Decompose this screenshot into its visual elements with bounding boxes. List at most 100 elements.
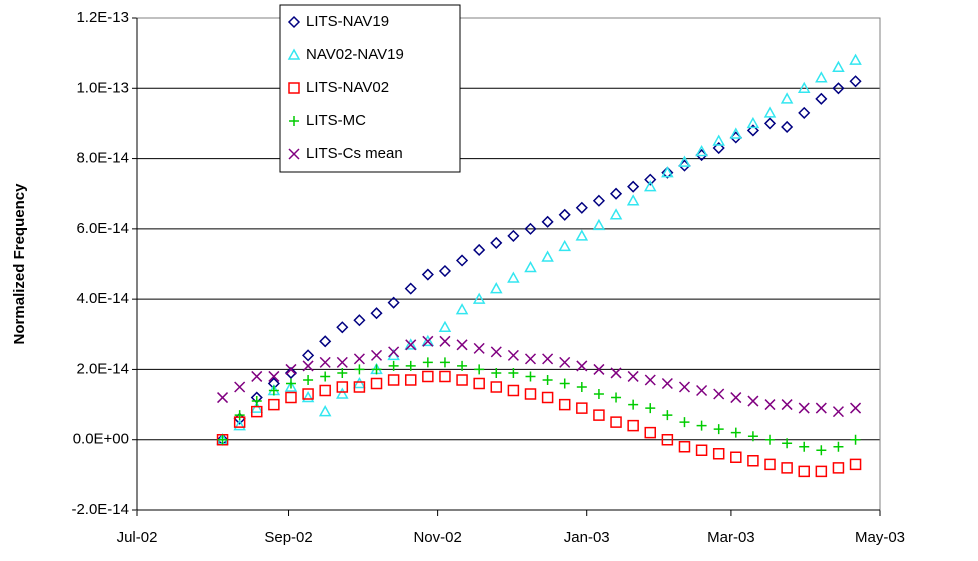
point xyxy=(336,381,349,393)
legend-marker xyxy=(289,116,299,126)
point xyxy=(541,250,554,262)
point xyxy=(558,239,571,252)
point xyxy=(404,282,417,295)
point xyxy=(712,448,725,460)
point xyxy=(490,381,503,393)
point xyxy=(524,353,537,365)
point xyxy=(746,124,759,137)
point xyxy=(456,374,468,386)
point xyxy=(388,360,399,371)
point xyxy=(405,339,417,351)
point xyxy=(524,260,537,273)
point xyxy=(438,320,452,333)
x-tick-label: Mar-03 xyxy=(707,529,755,546)
y-tick-label: -2.0E-14 xyxy=(71,501,129,518)
point xyxy=(816,445,827,456)
point xyxy=(781,399,793,411)
point xyxy=(609,187,623,200)
point xyxy=(438,264,452,278)
point xyxy=(798,402,810,414)
point xyxy=(490,282,503,294)
point xyxy=(455,303,469,315)
point xyxy=(575,229,589,241)
point xyxy=(713,424,724,435)
point xyxy=(439,357,450,368)
point xyxy=(473,243,486,257)
point xyxy=(541,391,554,404)
point xyxy=(251,396,262,407)
legend-label: NAV02-NAV19 xyxy=(306,46,404,63)
point xyxy=(781,462,793,474)
point xyxy=(678,440,691,453)
point xyxy=(233,416,246,428)
point xyxy=(474,364,485,375)
point xyxy=(507,229,520,242)
y-tick-label: 6.0E-14 xyxy=(76,220,129,237)
x-tick-label: Nov-02 xyxy=(413,529,461,546)
point xyxy=(799,441,810,452)
point xyxy=(268,370,280,382)
point xyxy=(850,434,861,445)
point xyxy=(473,342,485,354)
point xyxy=(320,371,331,382)
point xyxy=(525,371,536,382)
point xyxy=(491,367,502,378)
point xyxy=(404,338,418,350)
point xyxy=(849,75,862,88)
point xyxy=(850,402,862,414)
legend-marker xyxy=(288,82,300,94)
y-tick-label: 1.0E-13 xyxy=(76,79,129,96)
point xyxy=(370,349,383,361)
point xyxy=(644,374,656,386)
point xyxy=(507,384,520,397)
point xyxy=(610,367,622,379)
point xyxy=(695,444,708,457)
y-tick-label: 4.0E-14 xyxy=(76,290,129,307)
legend-marker xyxy=(287,48,301,60)
point xyxy=(661,166,674,178)
point xyxy=(678,381,691,393)
point xyxy=(849,458,862,471)
point xyxy=(815,92,828,105)
point xyxy=(234,410,245,421)
point xyxy=(609,208,623,220)
point xyxy=(456,254,469,267)
point xyxy=(626,194,640,206)
point xyxy=(797,81,811,94)
point xyxy=(696,420,707,431)
plot-frame xyxy=(136,17,881,511)
point xyxy=(490,346,502,358)
point xyxy=(370,307,383,320)
point xyxy=(457,360,468,371)
point xyxy=(439,335,451,347)
point xyxy=(780,92,794,104)
point xyxy=(832,462,845,474)
x-tick-label: Sep-02 xyxy=(264,529,312,546)
point xyxy=(507,349,519,361)
point xyxy=(712,134,725,146)
point xyxy=(302,388,314,400)
x-tick-label: Jul-02 xyxy=(117,529,158,546)
point xyxy=(319,384,331,397)
point xyxy=(422,335,434,347)
point xyxy=(387,296,400,309)
point xyxy=(524,222,537,235)
point xyxy=(747,431,758,442)
legend-label: LITS-NAV19 xyxy=(306,13,389,30)
point xyxy=(337,367,348,378)
point xyxy=(593,389,604,400)
point xyxy=(712,141,725,155)
point xyxy=(422,370,434,383)
point xyxy=(473,377,485,390)
point xyxy=(628,399,639,410)
point xyxy=(713,388,725,400)
point xyxy=(764,399,776,411)
point xyxy=(456,339,468,351)
point xyxy=(747,395,759,407)
point xyxy=(763,106,777,118)
point xyxy=(592,218,606,231)
point xyxy=(643,180,657,192)
point xyxy=(370,377,383,390)
point xyxy=(575,201,588,214)
point xyxy=(730,427,741,438)
